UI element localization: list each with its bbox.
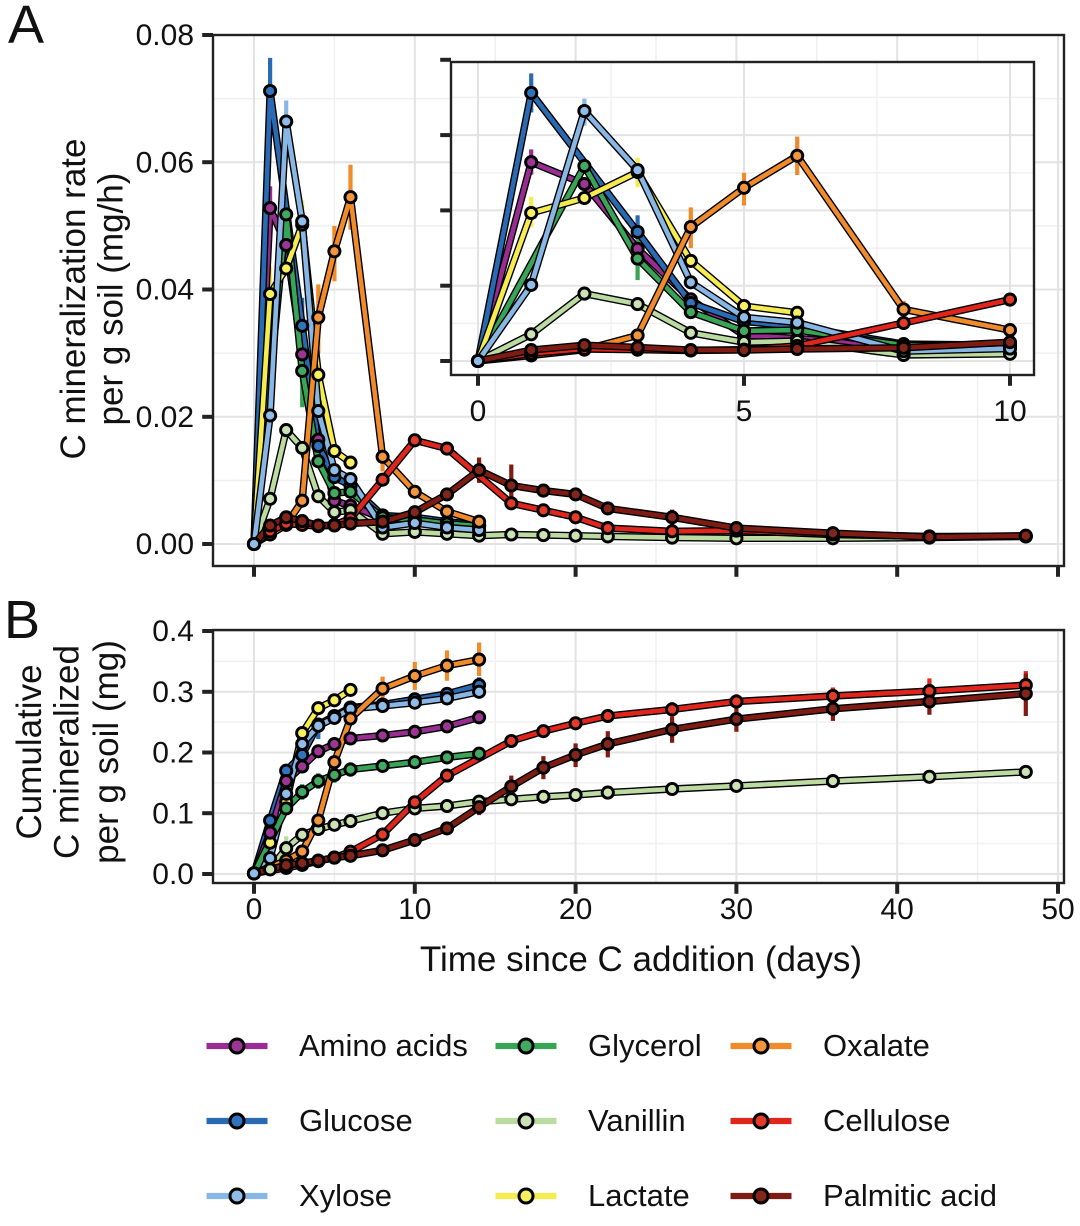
- svg-text:0.3: 0.3: [152, 676, 194, 709]
- svg-text:Cumulative: Cumulative: [10, 664, 49, 839]
- svg-text:10: 10: [993, 395, 1026, 428]
- svg-text:40: 40: [881, 893, 914, 926]
- svg-text:Time since C addition (days): Time since C addition (days): [420, 940, 862, 979]
- svg-text:0.2: 0.2: [152, 737, 194, 770]
- svg-text:Glycerol: Glycerol: [588, 1028, 702, 1063]
- svg-text:Xylose: Xylose: [299, 1178, 392, 1213]
- svg-text:30: 30: [720, 893, 753, 926]
- svg-text:10: 10: [398, 893, 431, 926]
- svg-text:0: 0: [470, 395, 487, 428]
- svg-text:Cellulose: Cellulose: [823, 1103, 951, 1138]
- svg-text:0.08: 0.08: [136, 19, 194, 52]
- svg-text:C mineralization rate: C mineralization rate: [54, 139, 93, 460]
- svg-text:20: 20: [559, 893, 592, 926]
- svg-text:0.04: 0.04: [136, 274, 194, 307]
- svg-text:0.1: 0.1: [152, 797, 194, 830]
- svg-text:5: 5: [736, 395, 753, 428]
- svg-text:0.06: 0.06: [136, 146, 194, 179]
- svg-text:0: 0: [246, 893, 263, 926]
- svg-text:Vanillin: Vanillin: [588, 1103, 686, 1138]
- svg-text:0.00: 0.00: [136, 528, 194, 561]
- svg-text:per g soil (mg): per g soil (mg): [87, 640, 126, 864]
- svg-text:per g soil (mg/h): per g soil (mg/h): [92, 173, 131, 426]
- svg-text:0.02: 0.02: [136, 401, 194, 434]
- svg-text:C mineralized: C mineralized: [48, 645, 87, 859]
- svg-text:50: 50: [1041, 893, 1074, 926]
- svg-text:Oxalate: Oxalate: [823, 1028, 930, 1063]
- svg-text:Glucose: Glucose: [299, 1103, 413, 1138]
- svg-text:Amino acids: Amino acids: [299, 1028, 468, 1063]
- svg-text:0.0: 0.0: [152, 858, 194, 891]
- svg-text:A: A: [8, 0, 44, 55]
- svg-text:0.4: 0.4: [152, 615, 194, 648]
- svg-text:Palmitic acid: Palmitic acid: [823, 1178, 997, 1213]
- svg-text:Lactate: Lactate: [588, 1178, 690, 1213]
- svg-text:B: B: [4, 590, 40, 650]
